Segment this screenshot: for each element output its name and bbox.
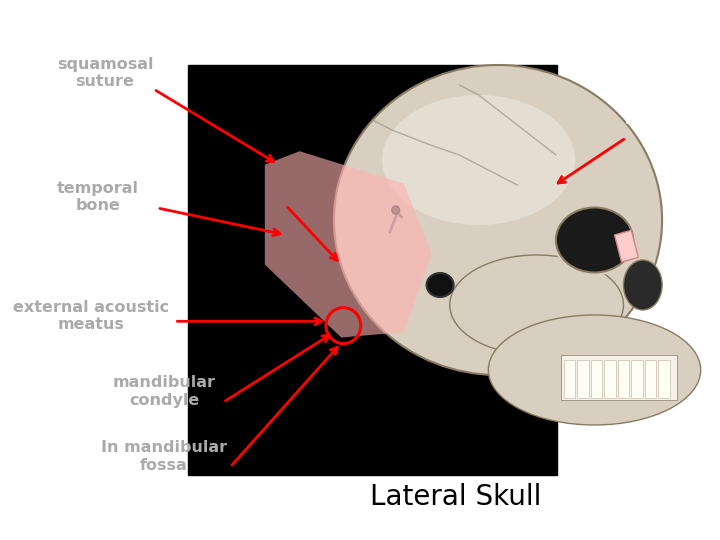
Bar	[564, 360, 575, 398]
Bar	[658, 360, 670, 398]
Ellipse shape	[488, 315, 701, 425]
Bar	[631, 360, 643, 398]
Ellipse shape	[334, 65, 662, 375]
Polygon shape	[265, 151, 431, 338]
Text: external acoustic
meatus: external acoustic meatus	[13, 300, 169, 332]
Text: lacrimal
bone: lacrimal bone	[611, 94, 683, 127]
Bar	[189, 65, 557, 475]
Text: temporal
bone: temporal bone	[57, 181, 139, 213]
Ellipse shape	[624, 260, 662, 310]
Bar	[590, 360, 602, 398]
Text: mandibular
condyle: mandibular condyle	[112, 375, 215, 408]
Text: Lateral Skull: Lateral Skull	[370, 483, 541, 511]
Ellipse shape	[426, 273, 454, 297]
Bar	[644, 360, 657, 398]
Bar	[615, 230, 639, 262]
Bar	[577, 360, 589, 398]
Text: In mandibular
fossa: In mandibular fossa	[101, 440, 227, 472]
Ellipse shape	[382, 95, 575, 225]
Ellipse shape	[556, 207, 633, 273]
Circle shape	[392, 206, 400, 214]
Bar	[618, 360, 629, 398]
Text: squamosal
suture: squamosal suture	[57, 57, 153, 89]
Ellipse shape	[450, 255, 624, 355]
Bar	[561, 355, 677, 400]
Bar	[604, 360, 616, 398]
